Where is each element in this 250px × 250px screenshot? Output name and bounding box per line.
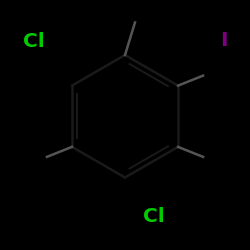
Text: I: I — [220, 30, 228, 50]
Text: Cl: Cl — [23, 32, 44, 51]
Text: Cl: Cl — [143, 207, 165, 226]
